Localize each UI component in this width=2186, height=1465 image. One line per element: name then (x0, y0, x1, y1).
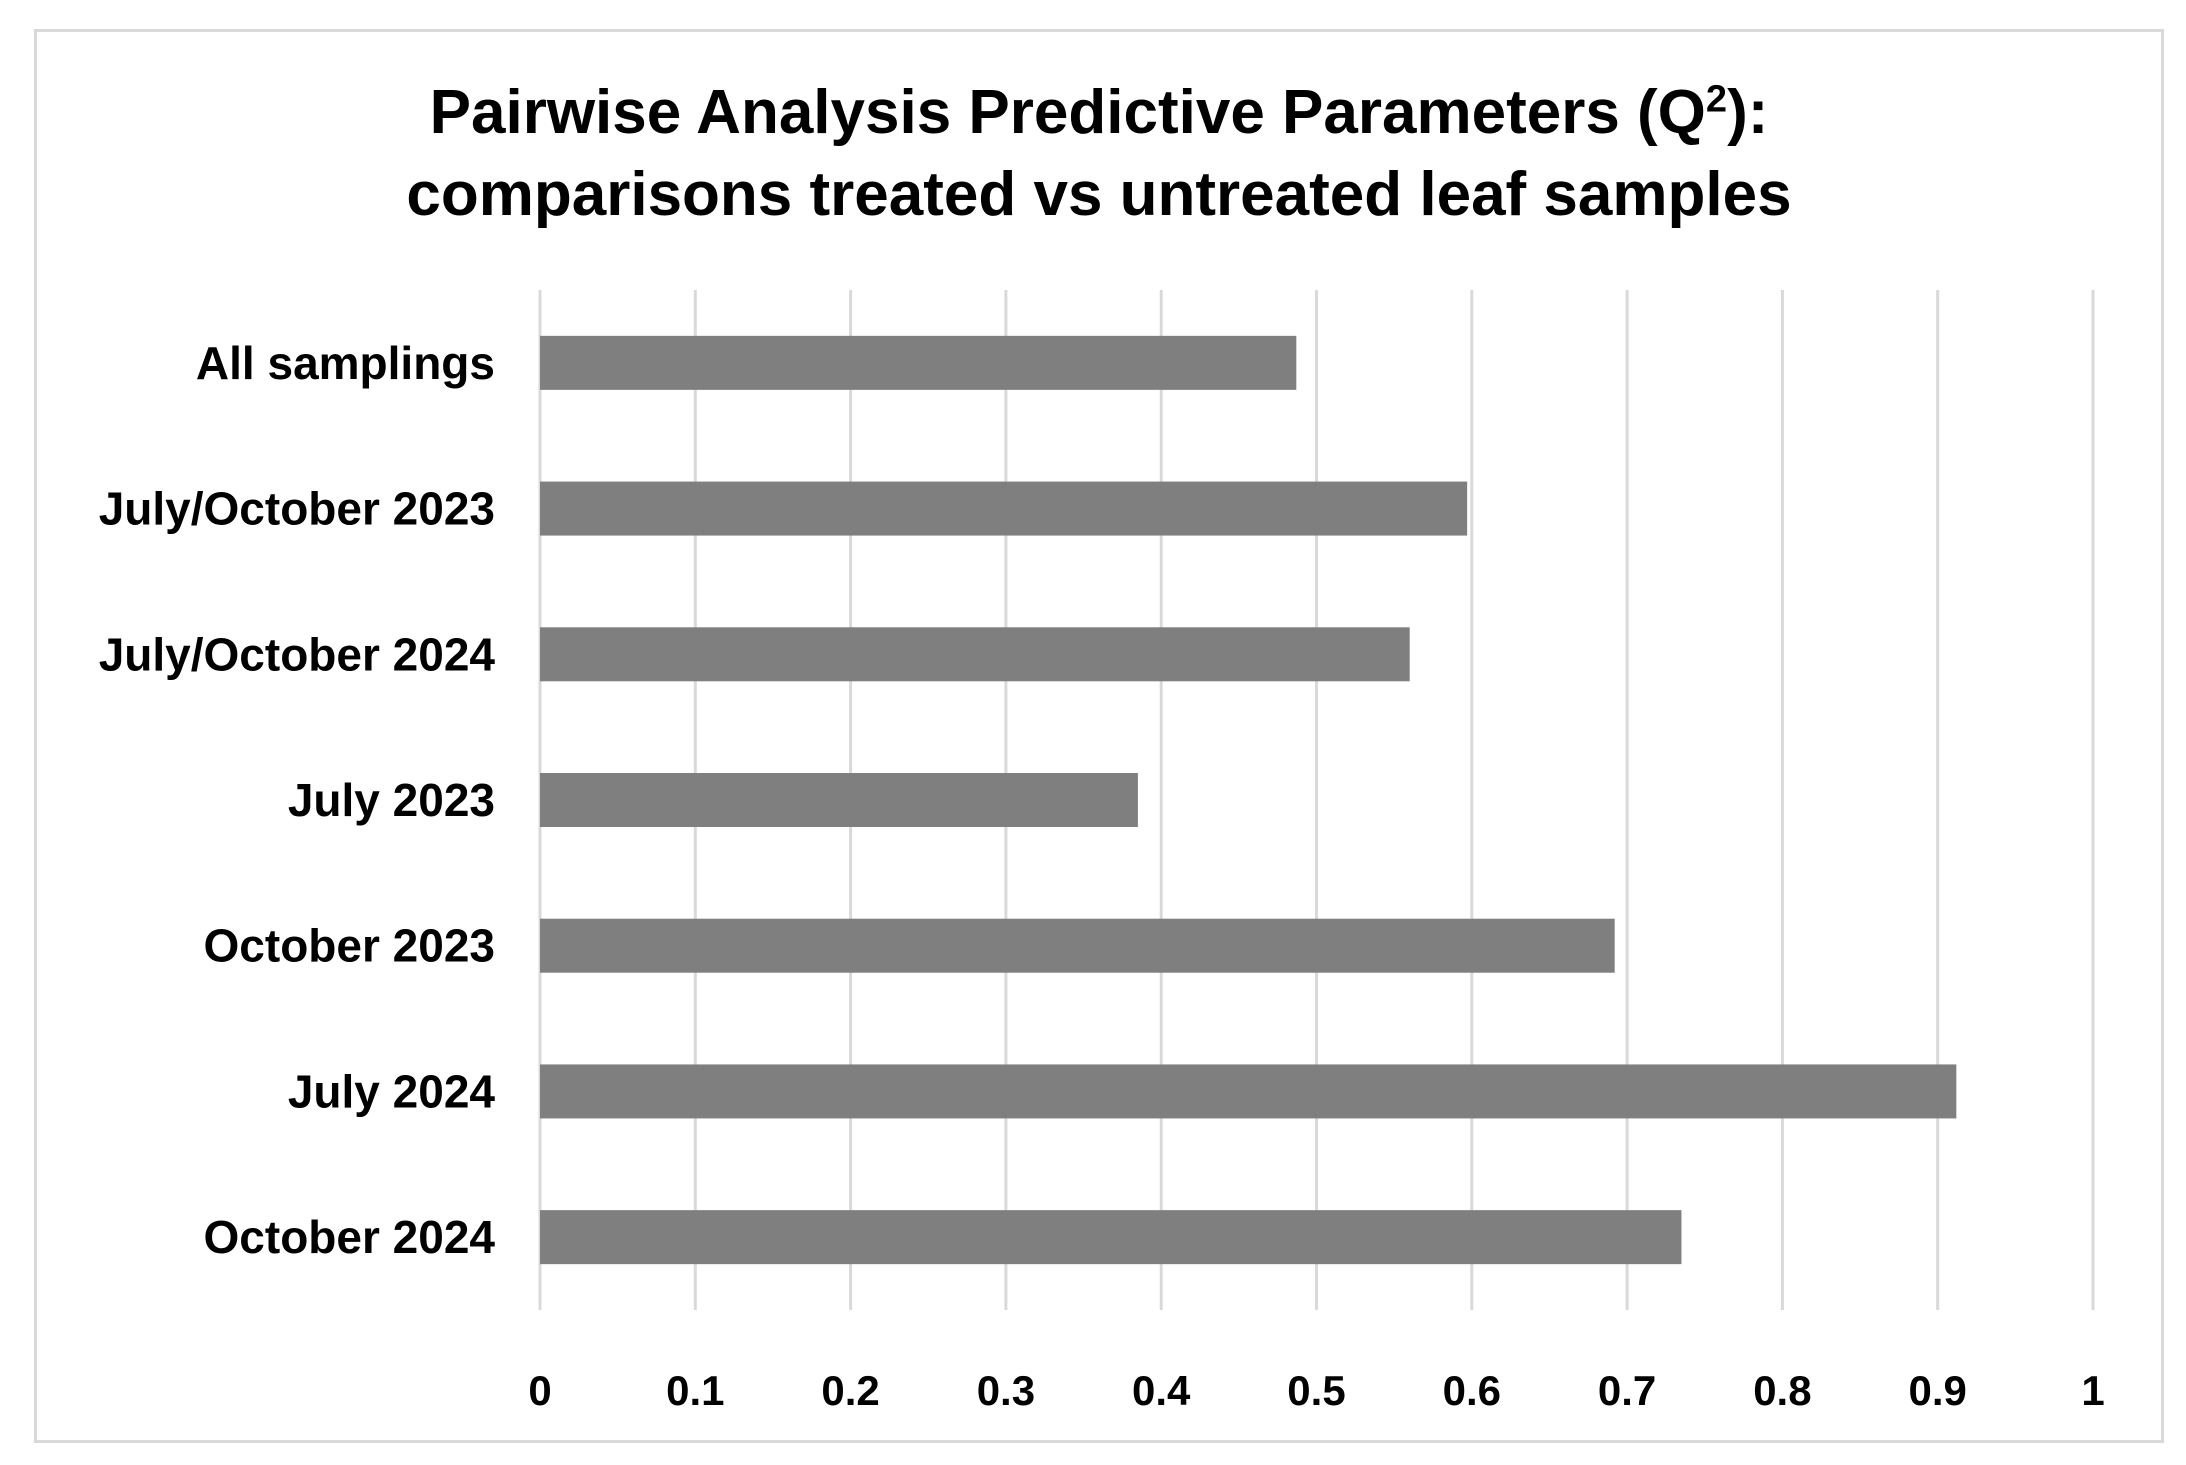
chart-title-line-2: comparisons treated vs untreated leaf sa… (406, 160, 1792, 229)
category-label: October 2023 (204, 920, 495, 972)
chart-title-text: Pairwise Analysis Predictive Parameters … (429, 78, 1706, 147)
bar (540, 335, 1297, 390)
bar (540, 481, 1468, 536)
bar (540, 1064, 1957, 1119)
x-tick-label: 0.6 (1443, 1367, 1501, 1414)
chart-title: Pairwise Analysis Predictive Parameters … (37, 72, 2161, 236)
x-tick-label: 0.7 (1598, 1367, 1656, 1414)
bar (540, 627, 1410, 682)
x-tick-label: 0.4 (1132, 1367, 1191, 1414)
category-label: July 2024 (288, 1065, 496, 1117)
x-tick-label: 0.8 (1753, 1367, 1811, 1414)
category-label: July/October 2023 (99, 483, 495, 535)
x-tick-label: 0.9 (1909, 1367, 1967, 1414)
x-tick-label: 1 (2081, 1367, 2104, 1414)
bars (540, 335, 1957, 1265)
bar (540, 918, 1615, 973)
x-tick-labels: 0 0.1 0.2 0.3 0.4 0.5 0.6 0.7 0.8 0.9 1 (528, 1367, 2104, 1414)
chart-title-end: ): (1727, 78, 1769, 147)
category-label: July 2023 (288, 774, 495, 826)
x-tick-label: 0 (528, 1367, 551, 1414)
x-tick-label: 0.2 (821, 1367, 879, 1414)
category-label: October 2024 (204, 1211, 496, 1263)
category-label: July/October 2024 (99, 628, 496, 680)
bar (540, 773, 1138, 827)
x-tick-label: 0.5 (1287, 1367, 1345, 1414)
bar (540, 1210, 1682, 1265)
chart-title-superscript: 2 (1705, 78, 1728, 121)
x-tick-label: 0.3 (977, 1367, 1035, 1414)
chart-frame: Pairwise Analysis Predictive Parameters … (34, 29, 2164, 1443)
category-labels: All samplings July/October 2023 July/Octob… (99, 337, 496, 1263)
chart-title-line-1: Pairwise Analysis Predictive Parameters … (37, 72, 2161, 154)
x-tick-label: 0.1 (666, 1367, 724, 1414)
category-label: All samplings (196, 337, 495, 389)
